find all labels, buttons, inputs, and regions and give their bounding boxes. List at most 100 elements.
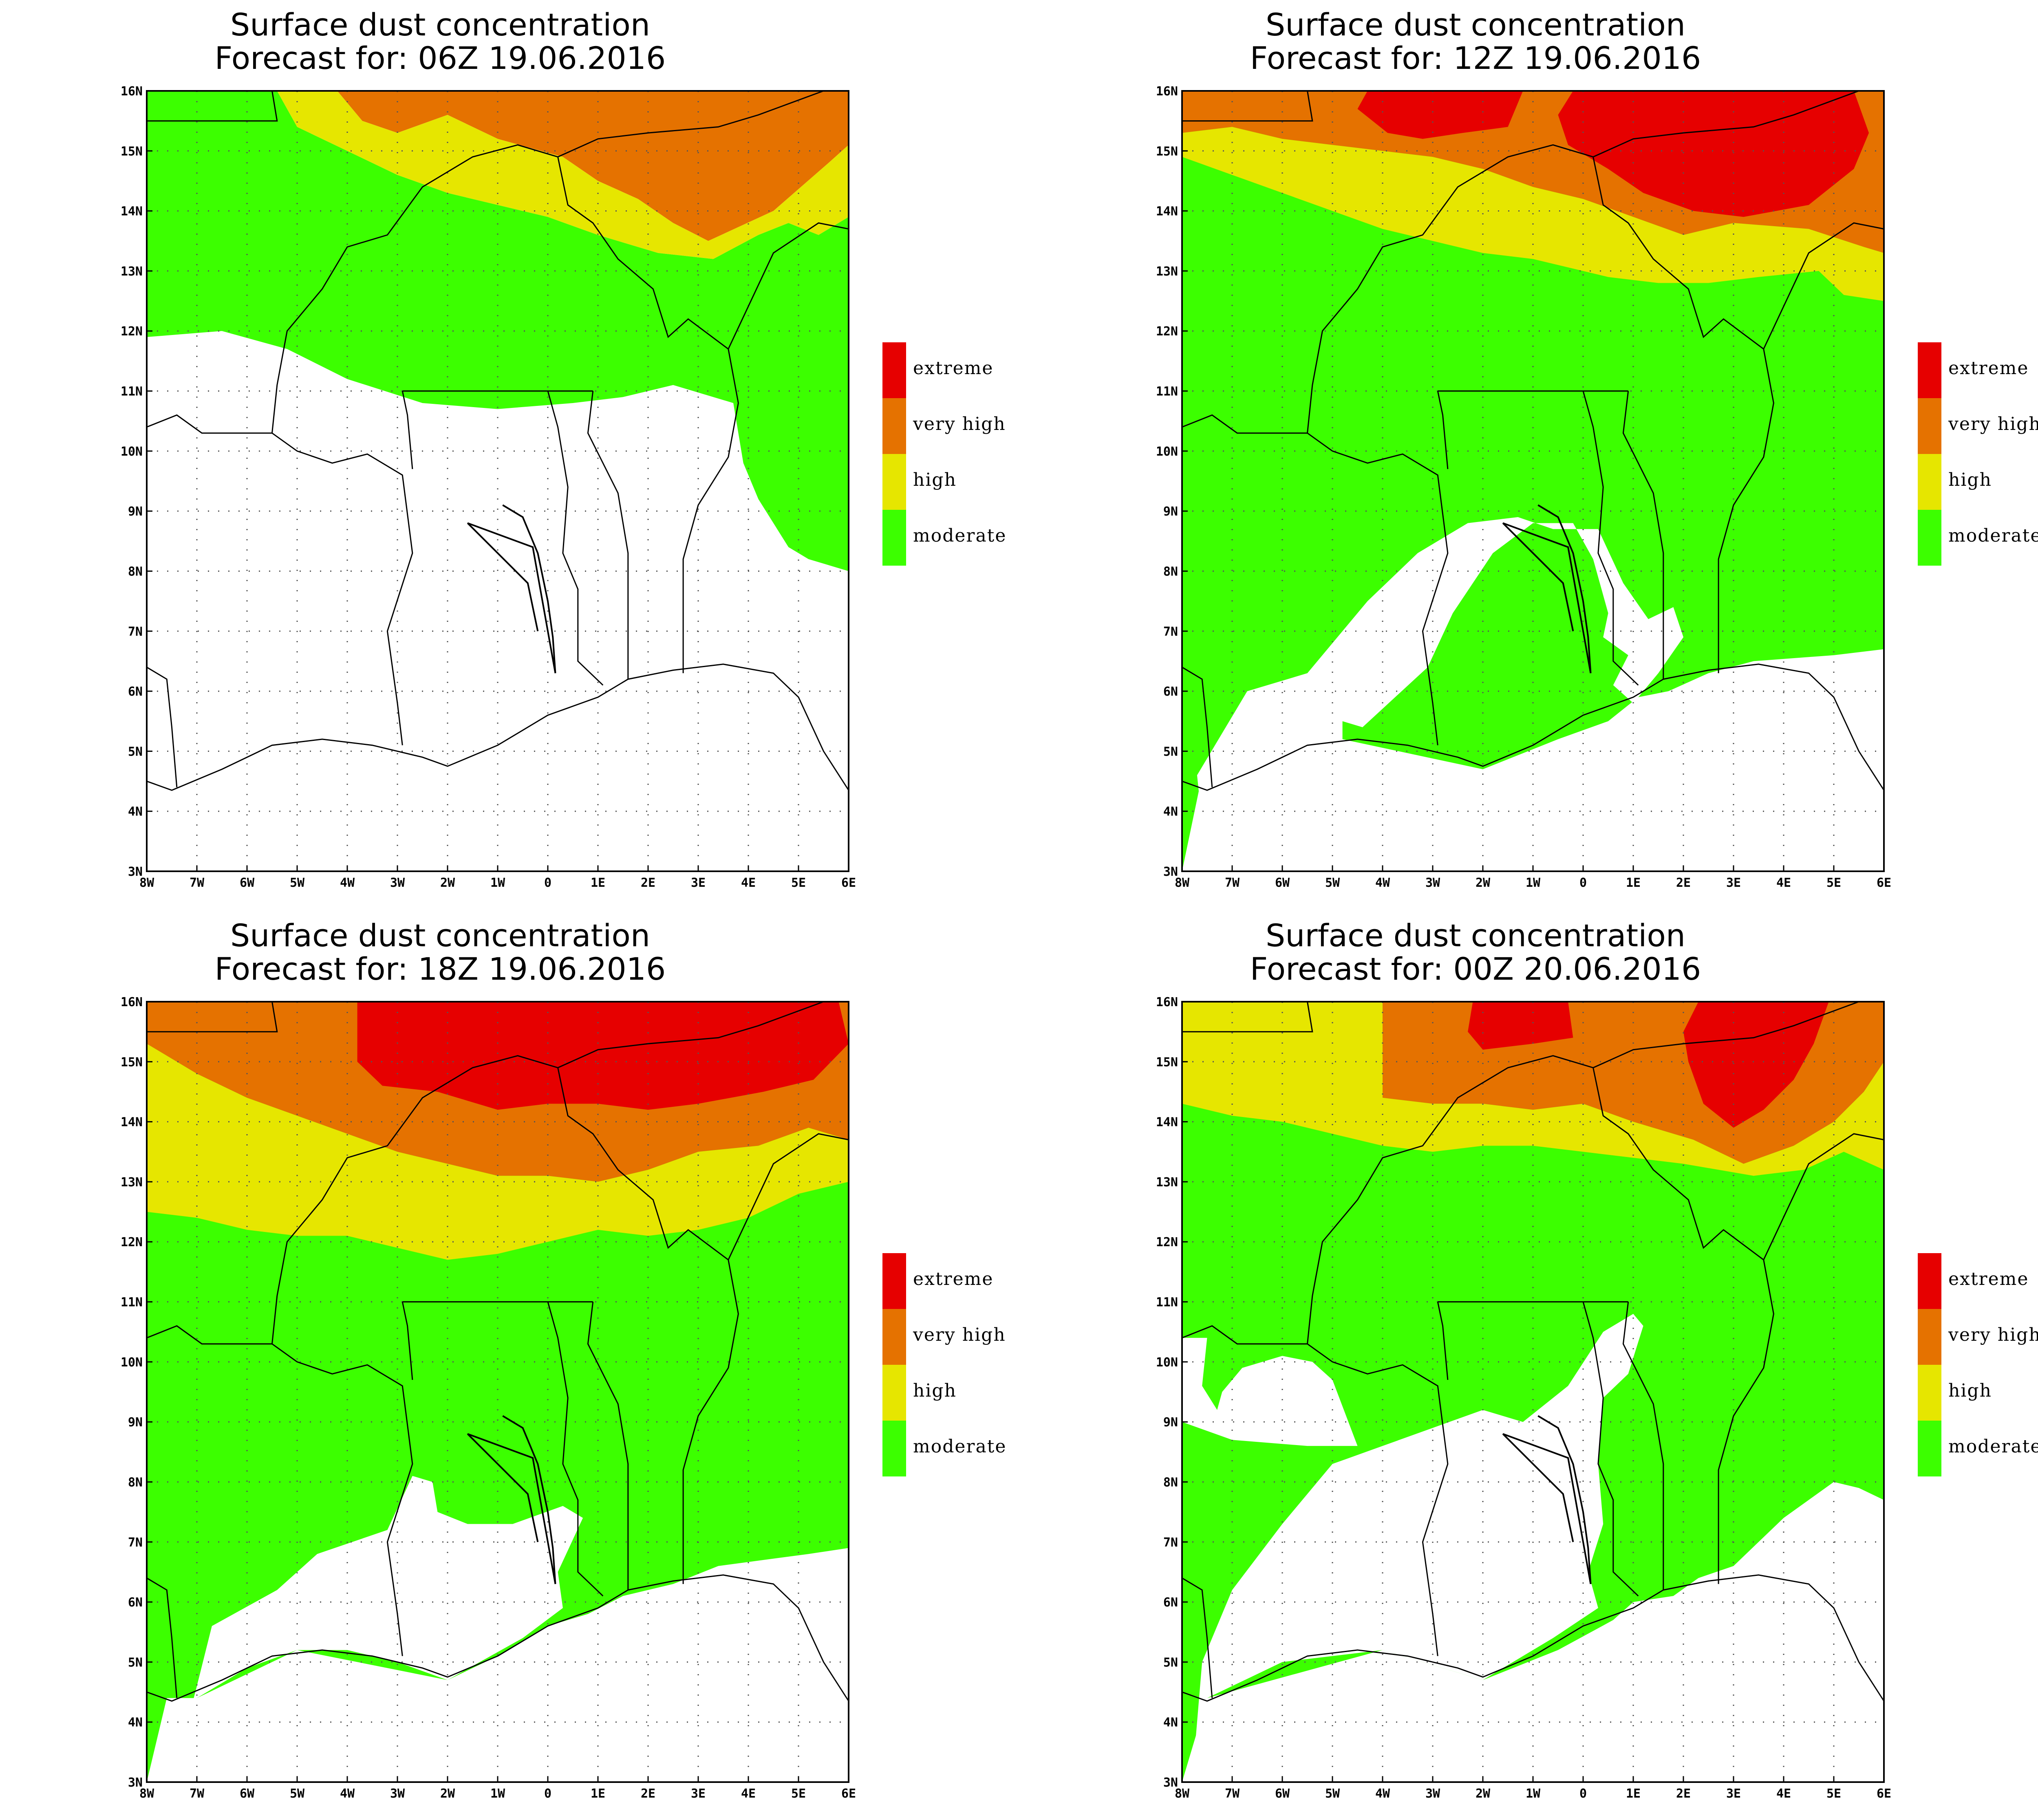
x-tick-label: 2E xyxy=(1676,1787,1691,1801)
legend-item-high: high xyxy=(1918,454,2038,510)
panel-title: Surface dust concentration xyxy=(230,917,650,954)
x-tick-label: 5E xyxy=(791,876,806,890)
lake-volta xyxy=(1502,1415,1592,1584)
legend-item-very-high: very high xyxy=(882,1309,1054,1365)
x-tick-label: 2W xyxy=(1476,876,1491,890)
panel-subtitle: Forecast for: 18Z 19.06.2016 xyxy=(214,951,666,987)
x-tick-label: 5E xyxy=(791,1787,806,1801)
legend-item-extreme: extreme xyxy=(1918,342,2038,398)
legend-item-very-high: very high xyxy=(882,398,1054,454)
high-region xyxy=(1182,1002,1884,1176)
x-tick-label: 3W xyxy=(390,1787,405,1801)
x-tick-label: 5W xyxy=(1325,876,1340,890)
x-tick-label: 1W xyxy=(490,876,505,890)
dust-layers xyxy=(1182,1002,1884,1782)
y-tick-label: 5N xyxy=(1163,745,1178,759)
legend-swatch xyxy=(882,1309,906,1365)
x-tick-label: 0 xyxy=(1579,876,1587,890)
y-tick-label: 16N xyxy=(121,84,143,99)
country-border xyxy=(147,666,178,787)
y-tick-label: 14N xyxy=(1156,205,1178,219)
legend-swatch xyxy=(1918,1421,1941,1476)
x-tick-label: 1E xyxy=(1626,876,1641,890)
y-tick-label: 9N xyxy=(128,1415,143,1430)
x-tick-label: 8W xyxy=(1175,1787,1190,1801)
y-tick-label: 8N xyxy=(128,564,143,579)
legend: extreme very high high moderate xyxy=(1918,1253,2038,1476)
x-tick-label: 1W xyxy=(1526,1787,1541,1801)
y-tick-label: 3N xyxy=(1163,1776,1178,1790)
x-tick-label: 0 xyxy=(544,876,551,890)
y-tick-label: 8N xyxy=(1163,564,1178,579)
x-tick-label: 0 xyxy=(1579,1787,1587,1801)
x-tick-label: 4E xyxy=(1776,876,1791,890)
y-tick-label: 3N xyxy=(128,1776,143,1790)
y-tick-label: 9N xyxy=(1163,1415,1178,1430)
legend-swatch xyxy=(882,398,906,454)
country-border xyxy=(547,391,604,686)
y-tick-label: 14N xyxy=(121,205,143,219)
y-tick-label: 10N xyxy=(1156,445,1178,459)
legend-label: extreme xyxy=(1948,358,2029,379)
y-tick-label: 13N xyxy=(121,264,143,279)
x-tick-label: 3E xyxy=(1726,1787,1741,1801)
x-tick-label: 2W xyxy=(440,876,455,890)
x-tick-label: 1W xyxy=(1526,876,1541,890)
x-tick-label: 4E xyxy=(741,876,756,890)
y-tick-label: 5N xyxy=(128,745,143,759)
legend-item-moderate: moderate xyxy=(882,510,1054,566)
y-tick-label: 8N xyxy=(128,1475,143,1489)
legend-label: high xyxy=(1948,1380,1992,1401)
legend-swatch xyxy=(882,342,906,398)
country-border xyxy=(1763,1133,1884,1260)
clear-region xyxy=(1197,517,1683,871)
x-tick-label: 6E xyxy=(1877,1787,1891,1801)
coastline xyxy=(1182,1574,1884,1702)
y-tick-label: 4N xyxy=(1163,805,1178,819)
legend-swatch xyxy=(1918,342,1941,398)
country-border xyxy=(1182,1325,1449,1656)
y-tick-label: 10N xyxy=(121,1355,143,1370)
country-border xyxy=(147,1325,413,1656)
clear-region xyxy=(172,1476,583,1782)
extreme-region xyxy=(1357,91,1523,139)
country-border xyxy=(728,1133,849,1260)
x-tick-label: 6W xyxy=(1275,876,1290,890)
x-tick-label: 2E xyxy=(1676,876,1691,890)
legend-label: extreme xyxy=(1948,1269,2029,1289)
dust-map: 8W 7W 6W 5W 4W 3W 2W 1W 0 1E 2E 3E 4E 5E 6E 16N 15N 14N 13… xyxy=(1156,995,1891,1801)
x-tick-label: 1E xyxy=(591,876,605,890)
x-tick-label: 7W xyxy=(190,876,205,890)
y-tick-label: 15N xyxy=(121,1055,143,1069)
panel-title: Surface dust concentration xyxy=(1265,917,1685,954)
extreme-region xyxy=(1558,91,1869,217)
y-tick-label: 11N xyxy=(121,1296,143,1310)
x-tick-label: 8W xyxy=(1175,876,1190,890)
country-border xyxy=(1307,1055,1774,1584)
x-tick-label: 3E xyxy=(691,876,706,890)
y-tick-label: 9N xyxy=(128,505,143,519)
y-tick-label: 4N xyxy=(1163,1716,1178,1730)
x-tick-label: 1E xyxy=(1626,1787,1641,1801)
x-tick-label: 6W xyxy=(240,1787,255,1801)
dust-layers xyxy=(1182,91,1884,871)
very-high-region xyxy=(337,91,849,241)
extreme-region xyxy=(1683,1002,1829,1128)
forecast-panel-06z: Surface dust concentration Forecast for:… xyxy=(0,0,1006,897)
x-tick-label: 2E xyxy=(641,1787,655,1801)
coastline xyxy=(147,663,849,791)
coastline xyxy=(1182,663,1884,791)
legend-label: very high xyxy=(1948,414,2038,434)
clear-region xyxy=(1182,649,1884,871)
x-tick-label: 1E xyxy=(591,1787,605,1801)
legend-label: very high xyxy=(1948,1324,2038,1345)
country-border xyxy=(1592,91,1859,158)
geography xyxy=(147,91,849,791)
country-border xyxy=(587,1302,629,1590)
y-tick-label: 13N xyxy=(1156,1175,1178,1190)
x-tick-label: 4E xyxy=(1776,1787,1791,1801)
extreme-region xyxy=(357,1002,849,1110)
y-tick-label: 16N xyxy=(1156,84,1178,99)
x-tick-label: 5W xyxy=(290,876,305,890)
x-tick-label: 6E xyxy=(841,876,856,890)
